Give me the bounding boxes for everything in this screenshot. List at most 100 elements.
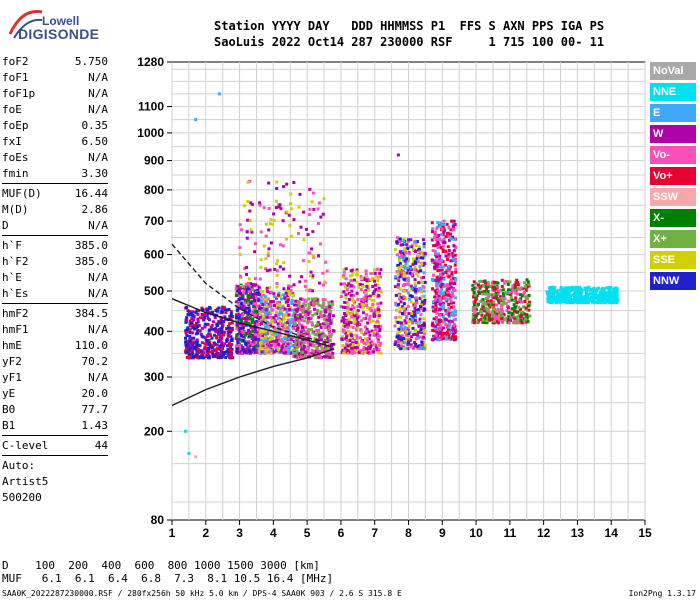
echo-point [503,301,507,305]
echo-point [561,299,565,303]
echo-point [253,320,257,324]
echo-point [245,331,249,335]
echo-point [321,303,325,307]
echo-point [419,276,423,280]
echo-point [404,307,408,311]
echo-point [190,312,194,316]
echo-point [422,242,426,246]
echo-point [372,271,376,275]
echo-point [346,308,350,312]
echo-point [342,290,346,294]
echo-point [306,330,310,334]
echo-point [494,295,498,299]
echo-point [371,285,375,289]
echo-point [203,316,207,320]
echo-point [585,289,589,293]
echo-point [283,348,287,352]
echo-point [252,305,256,309]
echo-point [448,323,452,327]
echo-point [435,255,439,259]
echo-point [519,307,523,311]
echo-point [188,310,192,314]
echo-point [313,307,317,311]
echo-point [366,287,370,291]
echo-point [313,325,317,329]
echo-point [373,283,377,287]
echo-point [275,186,279,190]
echo-point [238,286,242,290]
echo-point [417,245,421,249]
echo-point [274,314,278,318]
echo-point [346,302,350,306]
echo-point [578,299,582,303]
echo-point [437,233,441,237]
echo-point [252,347,256,351]
echo-point [580,291,584,295]
echo-point [414,299,418,303]
echo-point [189,339,193,343]
echo-point [492,293,496,297]
echo-point [366,295,370,299]
echo-point [398,306,402,310]
echo-point [225,337,229,341]
echo-point [324,347,328,351]
echo-point [339,305,343,309]
echo-point [214,349,218,353]
echo-point [258,203,262,207]
echo-point [286,346,290,350]
echo-point [316,207,320,211]
echo-point [322,301,326,305]
echo-point [250,288,254,292]
echo-point [238,346,242,350]
param-value: N/A [88,87,108,100]
echo-point [275,285,279,289]
echo-point [451,326,455,330]
echo-point [513,309,517,313]
echo-point [451,257,455,261]
echo-point [396,276,400,280]
echo-point [413,240,417,244]
echo-point [235,325,239,329]
echo-point [351,296,355,300]
echo-point [411,248,415,252]
echo-point [602,287,606,291]
echo-point [362,303,366,307]
echo-point [414,243,418,247]
echo-point [255,322,259,326]
echo-point [505,309,509,313]
echo-point [612,301,616,305]
echo-point [303,303,307,307]
echo-point [397,315,401,319]
echo-point [471,320,475,324]
echo-point [287,348,291,352]
echo-point [349,331,353,335]
echo-point [410,312,414,316]
echo-point [332,329,336,333]
x-tick-label: 6 [338,526,345,540]
echo-point [373,279,377,283]
echo-point [432,317,436,321]
echo-point [450,251,454,255]
echo-point [284,323,288,327]
echo-point [273,342,277,346]
echo-point [350,269,354,273]
echo-point [219,351,223,355]
echo-point [397,266,401,270]
echo-point [372,289,376,293]
echo-point [281,340,285,344]
echo-point [296,314,300,318]
echo-point [286,326,290,330]
echo-point [235,347,239,351]
echo-point [561,290,565,294]
echo-point [248,330,252,334]
echo-point [242,350,246,354]
echo-point [525,283,529,287]
echo-point [431,321,435,325]
echo-point [605,286,609,290]
echo-point [436,245,440,249]
echo-point [414,289,418,293]
echo-point [223,330,227,334]
echo-point [404,289,408,293]
echo-point [580,295,584,299]
echo-point [513,319,517,323]
